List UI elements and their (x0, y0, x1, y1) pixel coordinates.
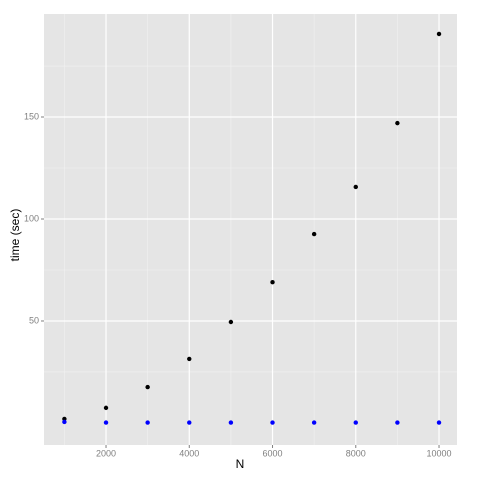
point (103, 405, 109, 411)
point (353, 184, 358, 190)
point (187, 356, 192, 362)
x-tick-label: 4000 (179, 448, 199, 458)
point (436, 31, 442, 37)
point (62, 416, 67, 422)
y-tick-label: 50 (29, 315, 39, 325)
x-tick-label: 6000 (263, 448, 283, 458)
point (228, 319, 234, 325)
point (270, 420, 275, 425)
point (395, 420, 400, 425)
point (103, 420, 109, 425)
x-tick-label: 10000 (427, 448, 452, 458)
point (145, 384, 150, 390)
point (228, 420, 234, 425)
point (62, 419, 67, 425)
y-tick-label: 100 (24, 213, 39, 223)
point (353, 420, 358, 425)
point (311, 420, 317, 425)
point (270, 280, 275, 285)
x-tick-label: 8000 (346, 448, 366, 458)
x-tick-label: 2000 (96, 448, 116, 458)
point (436, 420, 442, 425)
y-tick-label: 150 (24, 111, 39, 121)
point (311, 231, 317, 237)
y-axis-title: time (sec) (8, 209, 22, 262)
x-axis-title: N (236, 457, 245, 471)
panel (44, 14, 457, 445)
point (145, 420, 150, 425)
point (187, 420, 192, 425)
point (395, 120, 400, 126)
